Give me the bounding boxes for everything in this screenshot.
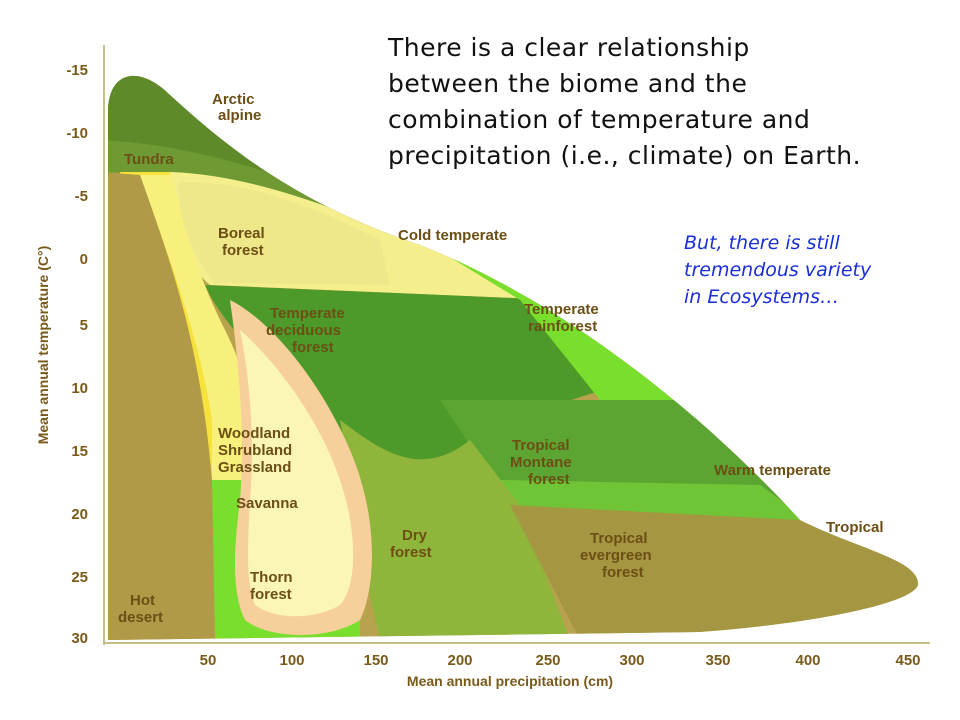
- region-tundra-band: [108, 140, 360, 208]
- y-tick: 20: [71, 506, 88, 523]
- y-tick: -5: [75, 188, 88, 205]
- label-temperate-deciduous-3: forest: [292, 339, 334, 356]
- label-thorn-forest-2: forest: [250, 586, 292, 603]
- label-tropical-montane-3: forest: [528, 471, 570, 488]
- variety-note: But, there is still tremendous variety i…: [684, 230, 944, 311]
- label-dry-forest-1: Dry: [402, 527, 428, 544]
- x-tick: 450: [895, 652, 920, 669]
- label-tropical-montane-1: Tropical: [512, 437, 570, 454]
- label-woodland-1: Woodland: [218, 425, 290, 442]
- main-statement-line: between the biome and the: [388, 69, 748, 98]
- label-tropical-montane-2: Montane: [510, 454, 572, 471]
- label-dry-forest-2: forest: [390, 544, 432, 561]
- label-temperate-deciduous-1: Temperate: [270, 305, 345, 322]
- y-tick: 15: [71, 443, 88, 460]
- y-tick: 5: [80, 317, 88, 334]
- main-statement-line: precipitation (i.e., climate) on Earth.: [388, 141, 862, 170]
- label-warm-temperate: Warm temperate: [714, 462, 831, 479]
- y-tick: -10: [66, 125, 88, 142]
- y-tick: 30: [71, 630, 88, 647]
- label-arctic-1: Arctic: [212, 91, 255, 108]
- region-thorn-inner: [240, 330, 354, 617]
- main-statement: There is a clear relationship between th…: [388, 30, 928, 174]
- label-boreal-2: forest: [222, 242, 264, 259]
- main-statement-line: There is a clear relationship: [388, 33, 750, 62]
- label-tropical-evergreen-1: Tropical: [590, 530, 648, 547]
- variety-note-line: But, there is still: [684, 232, 840, 254]
- x-ticks: 50 100 150 200 250 300 350 400 450: [200, 652, 921, 669]
- region-boreal: [178, 181, 390, 285]
- label-tropical: Tropical: [826, 519, 884, 536]
- label-arctic-2: alpine: [218, 107, 261, 124]
- label-hot-desert-2: desert: [118, 609, 163, 626]
- label-savanna: Savanna: [236, 495, 298, 512]
- x-tick: 350: [705, 652, 730, 669]
- y-tick: -15: [66, 62, 88, 79]
- region-hot-desert: [108, 172, 215, 640]
- region-woodland: [140, 175, 257, 480]
- x-tick: 150: [363, 652, 388, 669]
- biome-labels: Arctic alpine Tundra Boreal forest Cold …: [118, 91, 884, 626]
- label-tropical-evergreen-3: forest: [602, 564, 644, 581]
- x-tick: 100: [279, 652, 304, 669]
- y-tick: 25: [71, 569, 88, 586]
- region-tropical-evergreen: [510, 505, 919, 640]
- label-temperate-deciduous-2: deciduous: [266, 322, 341, 339]
- label-woodland-3: Grassland: [218, 459, 291, 476]
- variety-note-line: in Ecosystems…: [684, 286, 840, 308]
- label-boreal-1: Boreal: [218, 225, 265, 242]
- region-temperate-deciduous: [205, 285, 640, 500]
- y-tick: 10: [71, 380, 88, 397]
- label-hot-desert-1: Hot: [130, 592, 155, 609]
- label-temperate-rainforest-2: rainforest: [528, 318, 597, 335]
- y-ticks: -15 -10 -5 0 5 10 15 20 25 30: [66, 62, 88, 647]
- x-tick: 250: [535, 652, 560, 669]
- y-axis-title: Mean annual temperature (C°): [35, 246, 51, 445]
- x-tick: 300: [619, 652, 644, 669]
- variety-note-line: tremendous variety: [684, 259, 872, 281]
- x-tick: 400: [795, 652, 820, 669]
- y-tick: 0: [80, 251, 88, 268]
- label-thorn-forest-1: Thorn: [250, 569, 293, 586]
- label-cold-temperate: Cold temperate: [398, 227, 507, 244]
- x-tick: 200: [447, 652, 472, 669]
- label-tropical-evergreen-2: evergreen: [580, 547, 652, 564]
- label-woodland-2: Shrubland: [218, 442, 292, 459]
- label-temperate-rainforest-1: Temperate: [524, 301, 599, 318]
- x-tick: 50: [200, 652, 217, 669]
- region-dry-forest: [340, 420, 570, 640]
- x-axis-title: Mean annual precipitation (cm): [407, 673, 613, 689]
- label-tundra: Tundra: [124, 151, 174, 168]
- main-statement-line: combination of temperature and: [388, 105, 811, 134]
- region-tropical-montane: [440, 400, 790, 505]
